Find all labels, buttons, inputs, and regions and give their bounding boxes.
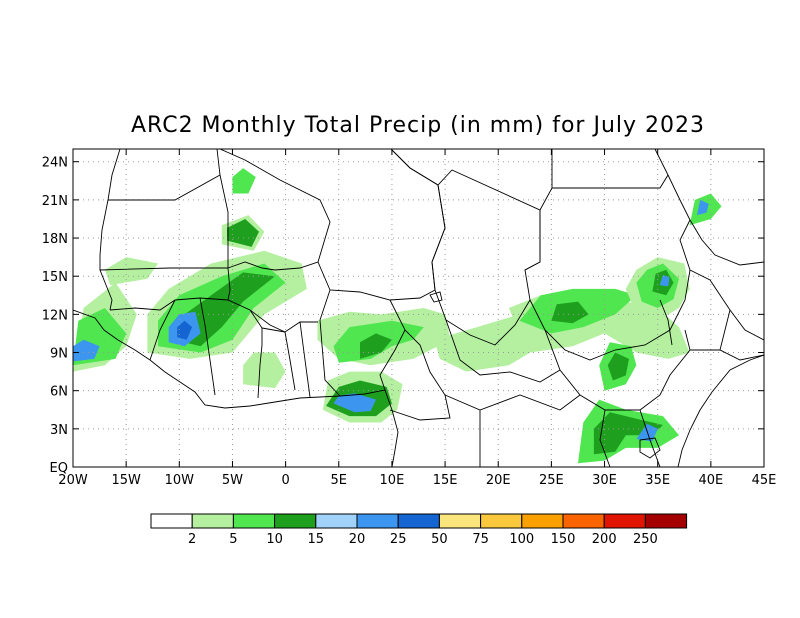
legend-swatch-11 [603,513,646,529]
y-axis: EQ 3N 6N 9N 12N 15N 18N 21N 24N [42,156,764,476]
y-tick-label: 9N [50,347,68,362]
coastline-northwest [99,149,121,311]
legend-swatch-2 [232,513,276,529]
precip-region-18 [243,352,286,389]
legend-swatch-1 [191,513,234,529]
y-tick-label: 18N [42,232,68,247]
legend-label-1: 5 [229,532,237,547]
border-cameroon [389,299,451,421]
border-mali-mauritania [99,174,229,271]
legend-swatch-3 [274,513,317,529]
legend-label-11: 250 [633,532,658,547]
x-tick-label: 25E [539,473,564,488]
x-tick-label: 5E [331,473,348,488]
x-tick-label: 15E [433,473,458,488]
x-tick-label: 45E [752,473,777,488]
legend-label-9: 150 [551,532,576,547]
y-tick-label: 21N [42,194,68,209]
map-title: ARC2 Monthly Total Precip (in mm) for Ju… [130,113,706,138]
x-tick-label: 30E [592,473,617,488]
border-car [445,319,561,383]
y-tick-label: 15N [42,270,68,285]
precip-region-17 [333,393,376,413]
border-nigeria [319,289,406,397]
precip-region-8 [104,257,158,286]
precip-region-19 [434,308,541,372]
y-tick-label: 3N [50,423,68,438]
legend-label-5: 25 [390,532,407,547]
country-boundaries [73,149,764,467]
legend-label-0: 2 [188,532,196,547]
precip-region-2 [73,339,100,362]
y-tick-label: 12N [42,308,68,323]
precip-region-5 [174,272,275,347]
border-algeria-libya [390,149,553,211]
x-tick-label: 0 [281,473,289,488]
legend-label-3: 15 [308,532,325,547]
border-burkina-ghana [227,267,286,333]
border-niger [317,149,446,301]
legend-swatch-10 [562,513,605,529]
precip-region-30 [593,412,663,455]
coastline-red-sea [654,149,764,266]
precip-region-14 [360,333,392,359]
legend-swatch-9 [521,513,564,529]
legend-label-6: 50 [431,532,448,547]
border-mauritania [108,149,221,201]
coastline-west-africa [73,309,399,467]
border-mali [219,149,331,271]
lake-victoria [639,437,661,459]
legend-label-8: 100 [509,532,534,547]
x-tick-label: 5W [222,473,243,488]
map-frame [72,148,765,468]
precip-region-26 [659,274,670,287]
y-tick-label: 24N [42,156,68,171]
precip-region-31 [636,423,658,442]
legend-swatch-5 [356,513,399,529]
coastline-horn [677,354,764,467]
precip-region-22 [551,301,589,324]
x-tick-label: 10W [165,473,195,488]
precip-region-33 [697,199,709,216]
x-tick-label: 40E [698,473,723,488]
x-tick-label: 10E [380,473,405,488]
x-tick-label: 20E [486,473,511,488]
river-nile [659,299,673,346]
y-tick-label: EQ [50,461,68,476]
border-sudan-south [524,210,691,361]
precip-field [73,168,722,464]
legend-label-4: 20 [349,532,366,547]
border-congo [444,394,581,467]
precip-region-7 [177,320,193,340]
y-tick-label: 6N [50,385,68,400]
legend-swatch-4 [315,513,358,529]
x-tick-label: 20W [58,473,88,488]
legend-swatch-12 [644,513,688,529]
x-tick-label: 35E [645,473,670,488]
precip-region-28 [607,352,629,381]
legend-label-7: 75 [472,532,489,547]
color-legend: 2 5 10 15 20 25 50 75 100 150 200 250 [150,513,688,547]
lake-chad [429,291,443,303]
border-east [599,349,764,467]
legend-swatch-7 [438,513,482,529]
x-axis: 20W 15W 10W 5W 0 5E 10E 15E 20E 25E 30E 35E 40E 45E [58,149,776,488]
precip-region-11 [232,168,256,194]
legend-label-10: 200 [592,532,617,547]
legend-swatch-8 [480,513,523,529]
legend-swatch-0 [150,513,193,529]
border-ethiopia [689,269,764,351]
precip-region-10 [227,219,259,247]
legend-label-2: 10 [266,532,283,547]
x-tick-label: 15W [111,473,141,488]
border-sudan [552,174,669,189]
legend-swatch-6 [397,513,440,529]
